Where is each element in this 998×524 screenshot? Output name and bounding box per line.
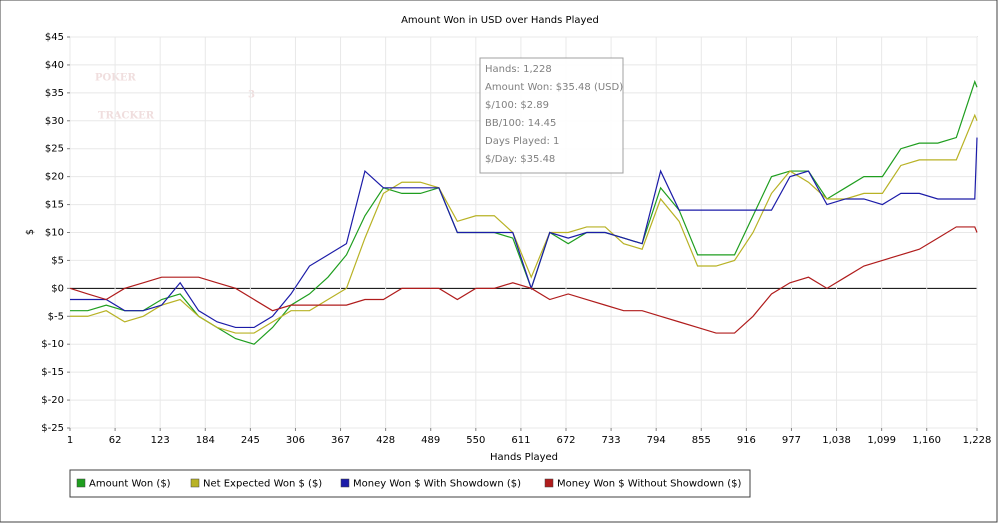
watermark: POKER <box>95 73 137 84</box>
legend-box <box>69 469 751 498</box>
y-tick-label: $25 <box>45 144 64 155</box>
legend-swatch <box>76 478 86 488</box>
x-tick-label: 550 <box>466 435 485 446</box>
x-tick-label: 855 <box>692 435 711 446</box>
y-tick-label: $10 <box>45 228 64 239</box>
x-tick-label: 1 <box>67 435 73 446</box>
y-tick-label: $-15 <box>41 367 64 378</box>
y-tick-label: $30 <box>45 116 64 127</box>
x-axis-label: Hands Played <box>490 452 558 463</box>
y-tick-label: $45 <box>45 32 64 43</box>
x-tick-label: 611 <box>511 435 530 446</box>
series-line <box>70 113 978 334</box>
x-tick-label: 306 <box>286 435 305 446</box>
y-tick-label: $-10 <box>41 339 64 350</box>
series-line <box>69 226 978 334</box>
y-tick-label: $-5 <box>48 311 64 322</box>
legend-swatch <box>544 478 554 488</box>
y-tick-label: $-20 <box>41 395 64 406</box>
y-tick-label: $0 <box>51 283 64 294</box>
y-tick-label: $35 <box>45 88 64 99</box>
tooltip-text: Amount Won: $35.48 (USD) <box>485 82 623 93</box>
x-tick-label: 1,099 <box>867 435 896 446</box>
watermark: TRACKER <box>98 111 155 122</box>
tooltip: Hands: 1,228 Amount Won: $35.48 (USD) $/10… <box>479 57 624 174</box>
y-tick-label: $-25 <box>41 423 64 434</box>
chart-title: Amount Won in USD over Hands Played <box>401 15 599 26</box>
x-tick-label: 123 <box>151 435 170 446</box>
x-tick-label: 1,228 <box>963 435 992 446</box>
y-axis-label: $ <box>25 229 36 235</box>
x-tick-label: 733 <box>602 435 621 446</box>
y-tick-label: $15 <box>45 200 64 211</box>
tooltip-text: $/Day: $35.48 <box>485 154 555 165</box>
legend-swatch <box>340 478 350 488</box>
x-tick-label: 489 <box>421 435 440 446</box>
x-tick-label: 794 <box>647 435 666 446</box>
y-tick-label: $5 <box>51 255 64 266</box>
tooltip-text: BB/100: 14.45 <box>485 118 556 129</box>
legend-label: Money Won $ Without Showdown ($) <box>557 479 741 490</box>
x-tick-label: 672 <box>556 435 575 446</box>
x-tick-label: 428 <box>376 435 395 446</box>
legend-label: Net Expected Won $ ($) <box>203 479 322 490</box>
x-tick-label: 916 <box>737 435 756 446</box>
tooltip-box <box>479 57 624 174</box>
tooltip-text: Hands: 1,228 <box>485 64 552 75</box>
x-tick-label: 245 <box>241 435 260 446</box>
x-tick-label: 184 <box>196 435 215 446</box>
x-tick-label: 367 <box>331 435 350 446</box>
x-tick-label: 1,160 <box>912 435 941 446</box>
x-tick-label: 62 <box>109 435 122 446</box>
legend-label: Amount Won ($) <box>89 479 171 490</box>
x-tick-label: 1,038 <box>822 435 851 446</box>
tooltip-text: $/100: $2.89 <box>485 100 549 111</box>
legend-label: Money Won $ With Showdown ($) <box>353 479 521 490</box>
x-tick-label: 977 <box>782 435 801 446</box>
watermark: 3 <box>248 90 255 101</box>
y-tick-label: $20 <box>45 172 64 183</box>
legend-swatch <box>190 478 200 488</box>
tooltip-text: Days Played: 1 <box>485 136 559 147</box>
y-tick-label: $40 <box>45 60 64 71</box>
